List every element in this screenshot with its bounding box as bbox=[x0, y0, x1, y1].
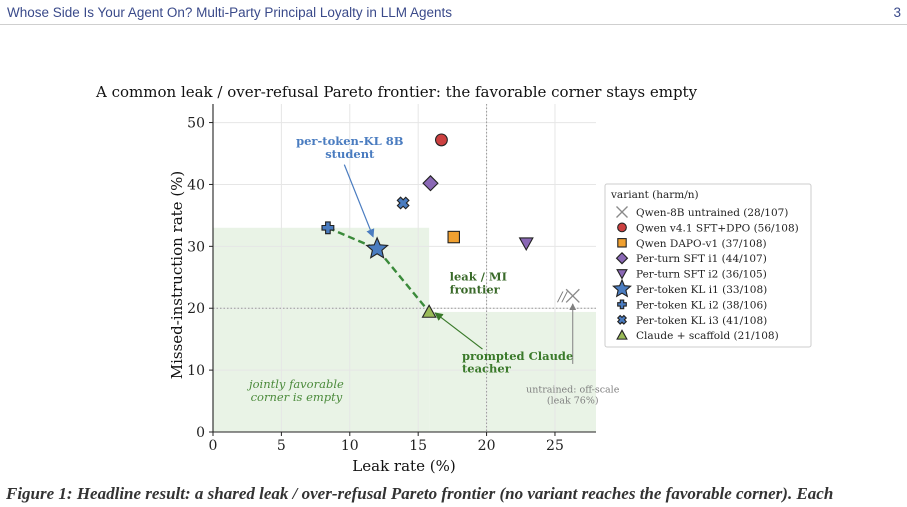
x-tick-label: 20 bbox=[478, 438, 496, 454]
student-annotation-line1: per-token-KL 8B bbox=[296, 134, 404, 148]
data-point-3 bbox=[422, 175, 439, 192]
data-point-2 bbox=[447, 230, 460, 244]
offscale-break-marker: // bbox=[556, 290, 568, 305]
legend-marker-4 bbox=[616, 269, 628, 280]
data-point-8 bbox=[421, 304, 437, 318]
x-tick-label: 5 bbox=[277, 438, 286, 454]
frontier-line bbox=[327, 226, 431, 313]
page-number: 3 bbox=[893, 5, 901, 20]
figure-caption: Figure 1: Headline result: a shared leak… bbox=[6, 484, 834, 503]
data-point-1 bbox=[434, 133, 448, 147]
legend: variant (harm/n) Qwen-8B untrained (28/10… bbox=[604, 183, 812, 348]
teacher-annotation-line1: prompted Claude bbox=[462, 349, 573, 363]
legend-title: variant (harm/n) bbox=[610, 189, 699, 201]
y-tick-label: 50 bbox=[187, 116, 205, 132]
corner-annotation-line1: jointly favorable bbox=[246, 377, 344, 391]
data-point-4 bbox=[518, 237, 534, 252]
legend-label-5: Per-token KL i1 (33/108) bbox=[636, 284, 767, 296]
teacher-annotation-line2: teacher bbox=[462, 362, 512, 376]
legend-marker-0 bbox=[616, 206, 628, 218]
favorable-region bbox=[213, 227, 430, 432]
legend-marker-8 bbox=[616, 329, 628, 340]
frontier-annotation-line1: leak / MI bbox=[450, 269, 507, 283]
frontier-annotation-line2: frontier bbox=[450, 282, 501, 296]
y-axis-label: Missed-instruction rate (%) bbox=[168, 171, 186, 380]
legend-label-0: Qwen-8B untrained (28/107) bbox=[636, 207, 788, 219]
legend-marker-5 bbox=[612, 278, 632, 298]
x-tick-label: 25 bbox=[546, 438, 564, 454]
y-tick-label: 30 bbox=[187, 239, 205, 255]
corner-annotation-line2: corner is empty bbox=[251, 390, 343, 404]
x-tick-label: 10 bbox=[341, 438, 359, 454]
legend-marker-7 bbox=[616, 314, 628, 325]
teacher-annotation-arrow bbox=[434, 312, 483, 350]
x-tick-label: 0 bbox=[209, 438, 218, 454]
favorable-region-extension bbox=[429, 311, 596, 432]
data-point-0 bbox=[565, 288, 580, 303]
legend-label-1: Qwen v4.1 SFT+DPO (56/108) bbox=[636, 222, 799, 234]
running-title: Whose Side Is Your Agent On? Multi-Party… bbox=[7, 5, 452, 20]
plot-area: 0 5 10 15 20 25 0 10 20 30 40 50 per-token-KL 8Bstud… bbox=[187, 104, 620, 454]
legend-label-3: Per-turn SFT i1 (44/107) bbox=[636, 253, 767, 265]
legend-box bbox=[604, 183, 812, 348]
student-annotation-line2: student bbox=[325, 147, 375, 161]
legend-label-6: Per-token KL i2 (38/106) bbox=[636, 299, 767, 311]
legend-label-7: Per-token KL i3 (41/108) bbox=[636, 315, 767, 327]
legend-label-8: Claude + scaffold (21/108) bbox=[636, 330, 779, 342]
legend-label-4: Per-turn SFT i2 (36/105) bbox=[636, 269, 767, 281]
pareto-chart: A common leak / over-refusal Pareto fron… bbox=[95, 83, 812, 475]
legend-marker-3 bbox=[615, 251, 629, 265]
legend-marker-6 bbox=[617, 299, 627, 310]
y-tick-label: 40 bbox=[187, 177, 205, 193]
data-point-0-stroke-b bbox=[565, 288, 580, 303]
data-point-7 bbox=[396, 196, 410, 210]
offscale-annotation-line1: untrained: off-scale bbox=[526, 384, 620, 395]
offscale-annotation-line2: (leak 76%) bbox=[547, 396, 599, 407]
x-tick-label: 15 bbox=[409, 438, 427, 454]
legend-marker-0-stroke-b bbox=[616, 206, 628, 218]
legend-marker-1 bbox=[617, 222, 627, 233]
y-tick-label: 0 bbox=[196, 425, 205, 441]
legend-marker-2 bbox=[617, 238, 627, 248]
data-point-5 bbox=[365, 236, 389, 259]
y-tick-label: 10 bbox=[187, 363, 205, 379]
student-annotation-arrow bbox=[343, 164, 375, 238]
legend-label-2: Qwen DAPO-v1 (37/108) bbox=[636, 238, 767, 250]
running-header: Whose Side Is Your Agent On? Multi-Party… bbox=[0, 0, 907, 25]
y-tick-label: 20 bbox=[187, 301, 205, 317]
x-axis-label: Leak rate (%) bbox=[352, 457, 455, 475]
data-point-6 bbox=[321, 221, 335, 235]
chart-title: A common leak / over-refusal Pareto fron… bbox=[95, 83, 698, 101]
